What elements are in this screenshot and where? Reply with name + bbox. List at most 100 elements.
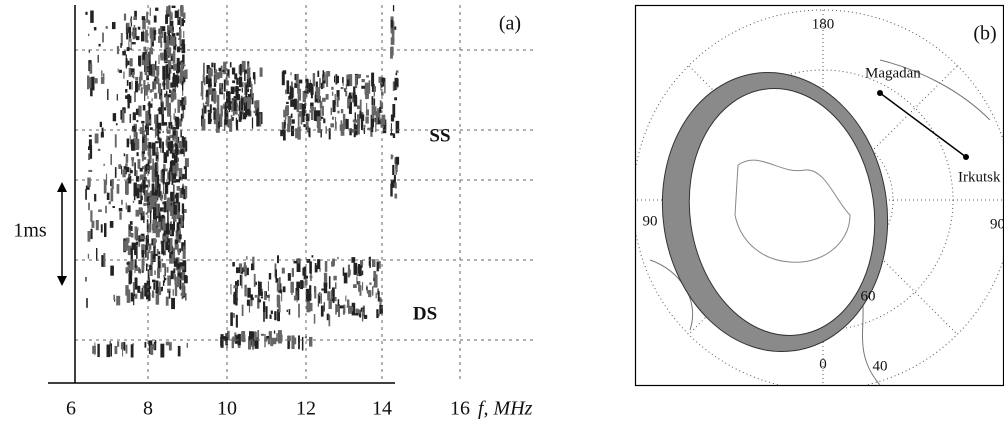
- speckle: [143, 187, 145, 196]
- speckle: [360, 114, 365, 121]
- speckle: [172, 289, 174, 296]
- speckle: [354, 112, 356, 121]
- speckle: [181, 173, 185, 180]
- speckle: [139, 175, 142, 180]
- speckle: [252, 72, 256, 80]
- speckle: [165, 64, 170, 79]
- speckle: [153, 341, 157, 351]
- speckle: [133, 16, 137, 20]
- speckle: [335, 121, 337, 129]
- speckle: [250, 84, 253, 98]
- speckle: [359, 114, 362, 119]
- speckle: [392, 104, 396, 118]
- speckle: [355, 75, 358, 89]
- speckle: [175, 146, 178, 155]
- speckle: [140, 189, 142, 196]
- speckle: [276, 333, 278, 342]
- speckle: [183, 245, 185, 258]
- speckle: [109, 221, 114, 228]
- speckle: [105, 205, 107, 214]
- speckle: [178, 32, 182, 35]
- speckle: [236, 288, 238, 302]
- speckle: [152, 81, 157, 90]
- speckle: [141, 287, 143, 298]
- speckle: [334, 75, 335, 83]
- speckle: [163, 78, 166, 90]
- speckle: [131, 157, 135, 161]
- speckle: [179, 248, 181, 253]
- speckle: [119, 69, 122, 73]
- speckle: [331, 297, 334, 302]
- speckle: [157, 255, 161, 269]
- speckle: [297, 113, 300, 126]
- speckle: [242, 96, 247, 106]
- speckle: [284, 122, 286, 129]
- speckle: [270, 337, 274, 347]
- speckle: [149, 47, 154, 55]
- speckle: [169, 167, 173, 182]
- speckle: [390, 114, 395, 122]
- speckle: [145, 54, 149, 66]
- speckle: [135, 209, 140, 217]
- speckle: [173, 214, 177, 222]
- speckle: [331, 261, 335, 267]
- speckle: [167, 288, 171, 293]
- speckle: [158, 183, 161, 197]
- speckle: [145, 244, 147, 258]
- speckle: [155, 176, 157, 190]
- speckle: [163, 31, 167, 43]
- speckle: [248, 76, 251, 88]
- speckle: [390, 30, 395, 33]
- speckle: [172, 127, 174, 141]
- speckle: [231, 117, 234, 121]
- speckle: [123, 13, 127, 21]
- speckle: [337, 110, 340, 114]
- speckle: [164, 182, 169, 194]
- speckle: [180, 114, 182, 118]
- station-label: Irkutsk: [958, 169, 1001, 185]
- speckle: [155, 141, 159, 144]
- speckle: [353, 284, 357, 288]
- speckle: [132, 29, 136, 40]
- speckle: [381, 118, 385, 121]
- speckle: [168, 59, 172, 74]
- speckle: [92, 345, 96, 354]
- speckle: [230, 312, 233, 326]
- speckle: [376, 309, 379, 319]
- speckle: [116, 184, 120, 194]
- speckle: [135, 176, 140, 182]
- speckle: [148, 340, 153, 346]
- speckle: [360, 260, 364, 266]
- speckle: [205, 93, 210, 103]
- speckle: [260, 291, 263, 296]
- speckle: [320, 129, 322, 138]
- speckle: [182, 213, 185, 221]
- speckle: [181, 149, 184, 154]
- speckle: [127, 60, 130, 66]
- speckle: [163, 193, 167, 200]
- speckle: [209, 104, 212, 114]
- speckle: [170, 224, 174, 237]
- speckle: [356, 276, 358, 284]
- speckle: [163, 152, 168, 163]
- speckle: [361, 270, 364, 276]
- speckle: [139, 71, 143, 81]
- speckle: [133, 182, 137, 197]
- speckle: [259, 299, 261, 303]
- speckle: [172, 144, 175, 149]
- speckle: [160, 193, 162, 201]
- speckle: [149, 165, 153, 170]
- speckle: [234, 332, 237, 336]
- speckle: [151, 195, 156, 208]
- speckle: [335, 282, 337, 289]
- speckle: [169, 254, 173, 264]
- speckle: [145, 212, 148, 215]
- speckle: [170, 82, 174, 88]
- speckle: [267, 336, 271, 345]
- speckle: [163, 201, 167, 213]
- speckle: [295, 128, 299, 139]
- speckle: [128, 270, 133, 284]
- speckle: [169, 11, 172, 21]
- speckle: [149, 29, 152, 39]
- speckle: [173, 258, 178, 267]
